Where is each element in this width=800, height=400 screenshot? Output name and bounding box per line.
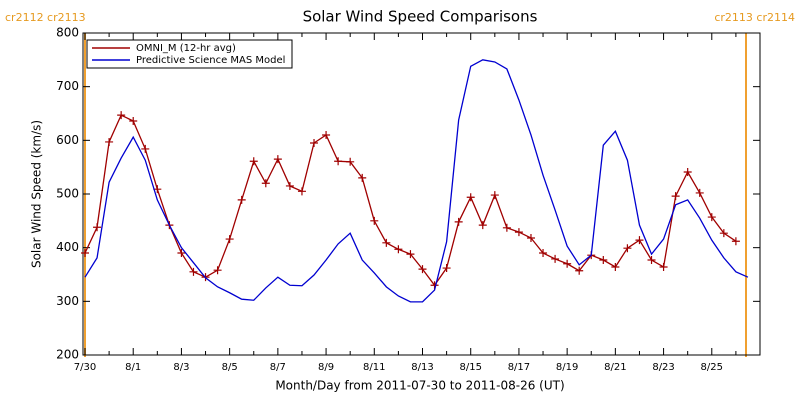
point-marker (273, 155, 282, 164)
point-marker (237, 195, 246, 204)
x-tick-label: 8/9 (318, 362, 334, 373)
x-tick-label: 8/17 (508, 362, 530, 373)
x-tick-label: 8/3 (173, 362, 189, 373)
x-tick-label: 8/25 (701, 362, 723, 373)
point-marker (297, 187, 306, 196)
y-axis-label: Solar Wind Speed (km/s) (30, 120, 44, 268)
point-marker (358, 173, 367, 182)
point-marker (719, 229, 728, 238)
annotation: cr2112 cr2113 (5, 11, 86, 24)
point-marker (322, 130, 331, 139)
point-marker (490, 191, 499, 200)
point-marker (418, 265, 427, 274)
point-marker (225, 235, 234, 244)
legend (86, 39, 293, 69)
y-tick-label: 500 (56, 187, 79, 201)
point-marker (334, 157, 343, 166)
annotation: cr2113 cr2114 (714, 11, 795, 24)
point-marker (105, 137, 114, 146)
point-marker (394, 245, 403, 254)
point-marker (141, 144, 150, 153)
point-marker (285, 181, 294, 190)
y-tick-label: 600 (56, 133, 79, 147)
x-tick-label: 8/15 (459, 362, 481, 373)
x-tick-label: 8/1 (125, 362, 141, 373)
point-marker (647, 256, 656, 265)
point-marker (707, 213, 716, 222)
point-marker (310, 139, 319, 148)
point-marker (659, 262, 668, 271)
x-tick-label: 8/19 (556, 362, 578, 373)
point-marker (623, 244, 632, 253)
point-marker (563, 259, 572, 268)
point-marker (454, 217, 463, 226)
point-marker (671, 192, 680, 201)
y-tick-label: 400 (56, 240, 79, 254)
series-line (84, 59, 749, 303)
point-marker (117, 111, 126, 120)
point-marker (129, 117, 138, 126)
point-marker (189, 267, 198, 276)
y-tick-label: 200 (56, 348, 79, 362)
point-marker (442, 264, 451, 273)
point-marker (406, 250, 415, 259)
point-marker (599, 256, 608, 265)
point-marker (551, 254, 560, 263)
point-marker (539, 249, 548, 258)
point-marker (635, 236, 644, 245)
x-tick-label: 8/11 (363, 362, 385, 373)
point-marker (695, 188, 704, 197)
point-marker (81, 249, 89, 258)
point-marker (575, 266, 584, 275)
x-tick-label: 8/21 (604, 362, 626, 373)
x-tick-label: 7/30 (74, 362, 96, 373)
point-marker (249, 157, 258, 166)
y-tick-label: 700 (56, 79, 79, 93)
point-marker (731, 237, 740, 246)
point-marker (611, 262, 620, 271)
x-axis-label: Month/Day from 2011-07-30 to 2011-08-26 … (275, 379, 564, 393)
legend-label: OMNI_M (12-hr avg) (136, 43, 236, 54)
point-marker (526, 234, 535, 243)
y-tick-label: 300 (56, 294, 79, 308)
x-tick-label: 8/5 (222, 362, 238, 373)
point-marker (93, 223, 102, 232)
point-marker (683, 167, 692, 176)
point-marker (514, 228, 523, 237)
point-marker (213, 266, 222, 275)
point-marker (261, 179, 270, 188)
point-marker (382, 238, 391, 247)
point-marker (177, 249, 186, 258)
point-marker (466, 193, 475, 202)
point-marker (346, 157, 355, 166)
point-marker (370, 216, 379, 225)
chart-title: Solar Wind Speed Comparisons (303, 8, 538, 26)
x-tick-label: 8/7 (270, 362, 286, 373)
legend-label: Predictive Science MAS Model (136, 55, 285, 66)
x-tick-label: 8/23 (652, 362, 674, 373)
point-marker (478, 221, 487, 230)
point-marker (502, 223, 511, 232)
x-tick-label: 8/13 (411, 362, 433, 373)
y-tick-label: 800 (56, 26, 79, 40)
